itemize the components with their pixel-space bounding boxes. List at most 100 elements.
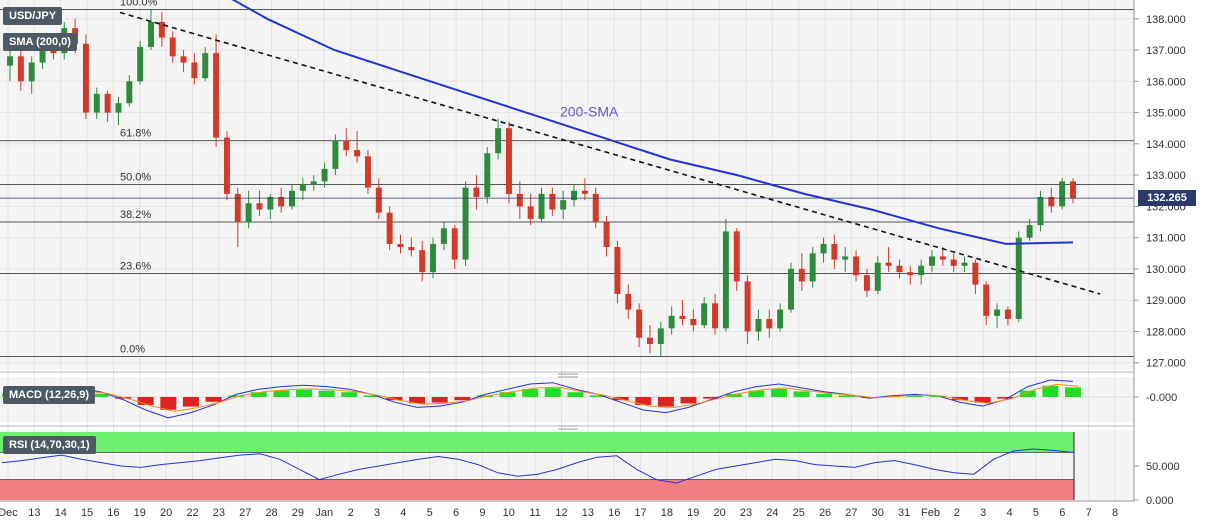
macd-histogram-bar <box>1019 390 1036 397</box>
x-tick-label: 5 <box>1033 507 1039 519</box>
x-tick-label: 5 <box>427 507 433 519</box>
candle-body <box>961 262 968 266</box>
macd-histogram-bar <box>499 392 516 397</box>
x-tick-label: 18 <box>661 507 673 519</box>
grid <box>0 0 1134 501</box>
candle-body <box>39 50 46 63</box>
candle-body <box>646 337 653 344</box>
candle-body <box>1026 225 1033 238</box>
x-tick-label: 6 <box>453 507 459 519</box>
candle-body <box>462 187 469 260</box>
x-tick-label: 11 <box>529 507 540 519</box>
candle-body <box>180 56 187 63</box>
rsi-y-tick-label: 0.000 <box>1146 495 1174 507</box>
x-tick-label: 30 <box>872 507 884 519</box>
sma-label: 200-SMA <box>560 104 619 120</box>
macd-histogram-bar <box>657 397 674 407</box>
candle-body <box>256 203 263 210</box>
x-tick-label: 9 <box>479 507 485 519</box>
trendline <box>119 11 1101 295</box>
x-tick-label: 13 <box>582 507 594 519</box>
rsi-overbought-band <box>0 432 1074 453</box>
x-tick-label: 15 <box>81 507 93 519</box>
macd-histogram-bar <box>454 397 471 401</box>
candle-body <box>722 231 729 329</box>
candle-body <box>560 200 567 210</box>
rsi-indicator <box>1 448 1074 484</box>
macd-histogram-bar <box>522 389 539 397</box>
candle-body <box>364 156 371 188</box>
candle-body <box>375 187 382 213</box>
candle-body <box>538 193 545 219</box>
x-tick-label: 4 <box>1007 507 1013 519</box>
y-tick-label: 133.000 <box>1146 170 1186 182</box>
y-tick-label: 134.000 <box>1146 139 1186 151</box>
y-tick-label: 135.000 <box>1146 108 1186 120</box>
resize-handle-1[interactable] <box>558 373 578 378</box>
candle-body <box>571 190 578 201</box>
macd-histogram-bar <box>137 397 154 405</box>
candle-body <box>668 315 675 329</box>
candle-body <box>7 56 13 66</box>
symbol-tag[interactable]: USD/JPY <box>3 7 63 25</box>
candle-body <box>299 184 306 191</box>
macd-histogram-bar <box>205 397 222 402</box>
candle-body <box>625 293 632 310</box>
candle-body <box>278 197 285 207</box>
candle-body <box>972 262 979 285</box>
macd-histogram-bar <box>725 393 742 397</box>
candle-body <box>853 256 860 276</box>
y-tick-label: 128.000 <box>1146 326 1186 338</box>
y-tick-label: 130.000 <box>1146 264 1186 276</box>
x-tick-label: Feb <box>921 507 940 519</box>
resize-handle-2[interactable] <box>558 425 578 430</box>
macd-histogram-bar <box>997 397 1014 399</box>
candle-body <box>755 318 762 332</box>
macd-histogram-bar <box>228 395 245 397</box>
x-tick-label: 22 <box>186 507 198 519</box>
candle-body <box>798 268 805 282</box>
candle-body <box>787 268 794 310</box>
y-tick-label: 137.000 <box>1146 45 1186 57</box>
candle-body <box>679 315 686 319</box>
macd-histogram-bar <box>296 389 313 397</box>
macd-histogram-bar <box>273 390 290 397</box>
x-tick-label: 25 <box>793 507 805 519</box>
x-tick-label: 29 <box>292 507 304 519</box>
candle-body <box>354 150 361 157</box>
x-tick-label: 12 <box>555 507 567 519</box>
fib-level-label: 50.0% <box>120 172 151 184</box>
sma-tag[interactable]: SMA (200,0) <box>3 33 77 51</box>
rsi-oversold-band <box>0 479 1074 500</box>
y-tick-label: 127.000 <box>1146 358 1186 370</box>
candle-body <box>1004 309 1011 319</box>
candle-body <box>82 43 89 113</box>
candles <box>7 9 1076 357</box>
macd-histogram-bar <box>250 392 267 397</box>
macd-histogram-bar <box>363 395 380 397</box>
x-tick-label: 19 <box>134 507 146 519</box>
rsi-line <box>1 448 1074 484</box>
x-tick-label: 10 <box>503 507 515 519</box>
x-tick-label: 14 <box>55 507 67 519</box>
x-tick-label: 24 <box>766 507 778 519</box>
x-tick-label: 8 <box>1112 507 1118 519</box>
candle-body <box>842 256 849 260</box>
candle-body <box>343 140 350 151</box>
candle-body <box>234 193 241 223</box>
candle-body <box>213 53 220 138</box>
x-tick-label: 6 <box>1059 507 1065 519</box>
candle-body <box>581 190 588 194</box>
rsi-tag[interactable]: RSI (14,70,30,1) <box>3 436 96 454</box>
macd-histogram-bar <box>816 393 833 397</box>
macd-histogram-bar <box>341 392 358 397</box>
candle-body <box>191 62 198 79</box>
macd-histogram-bar <box>409 397 426 404</box>
macd-histogram-bar <box>929 396 946 398</box>
candle-body <box>809 253 816 282</box>
candle-body <box>397 243 404 248</box>
macd-tag[interactable]: MACD (12,26,9) <box>3 386 96 404</box>
candle-body <box>733 231 740 282</box>
candle-body <box>1015 237 1022 319</box>
